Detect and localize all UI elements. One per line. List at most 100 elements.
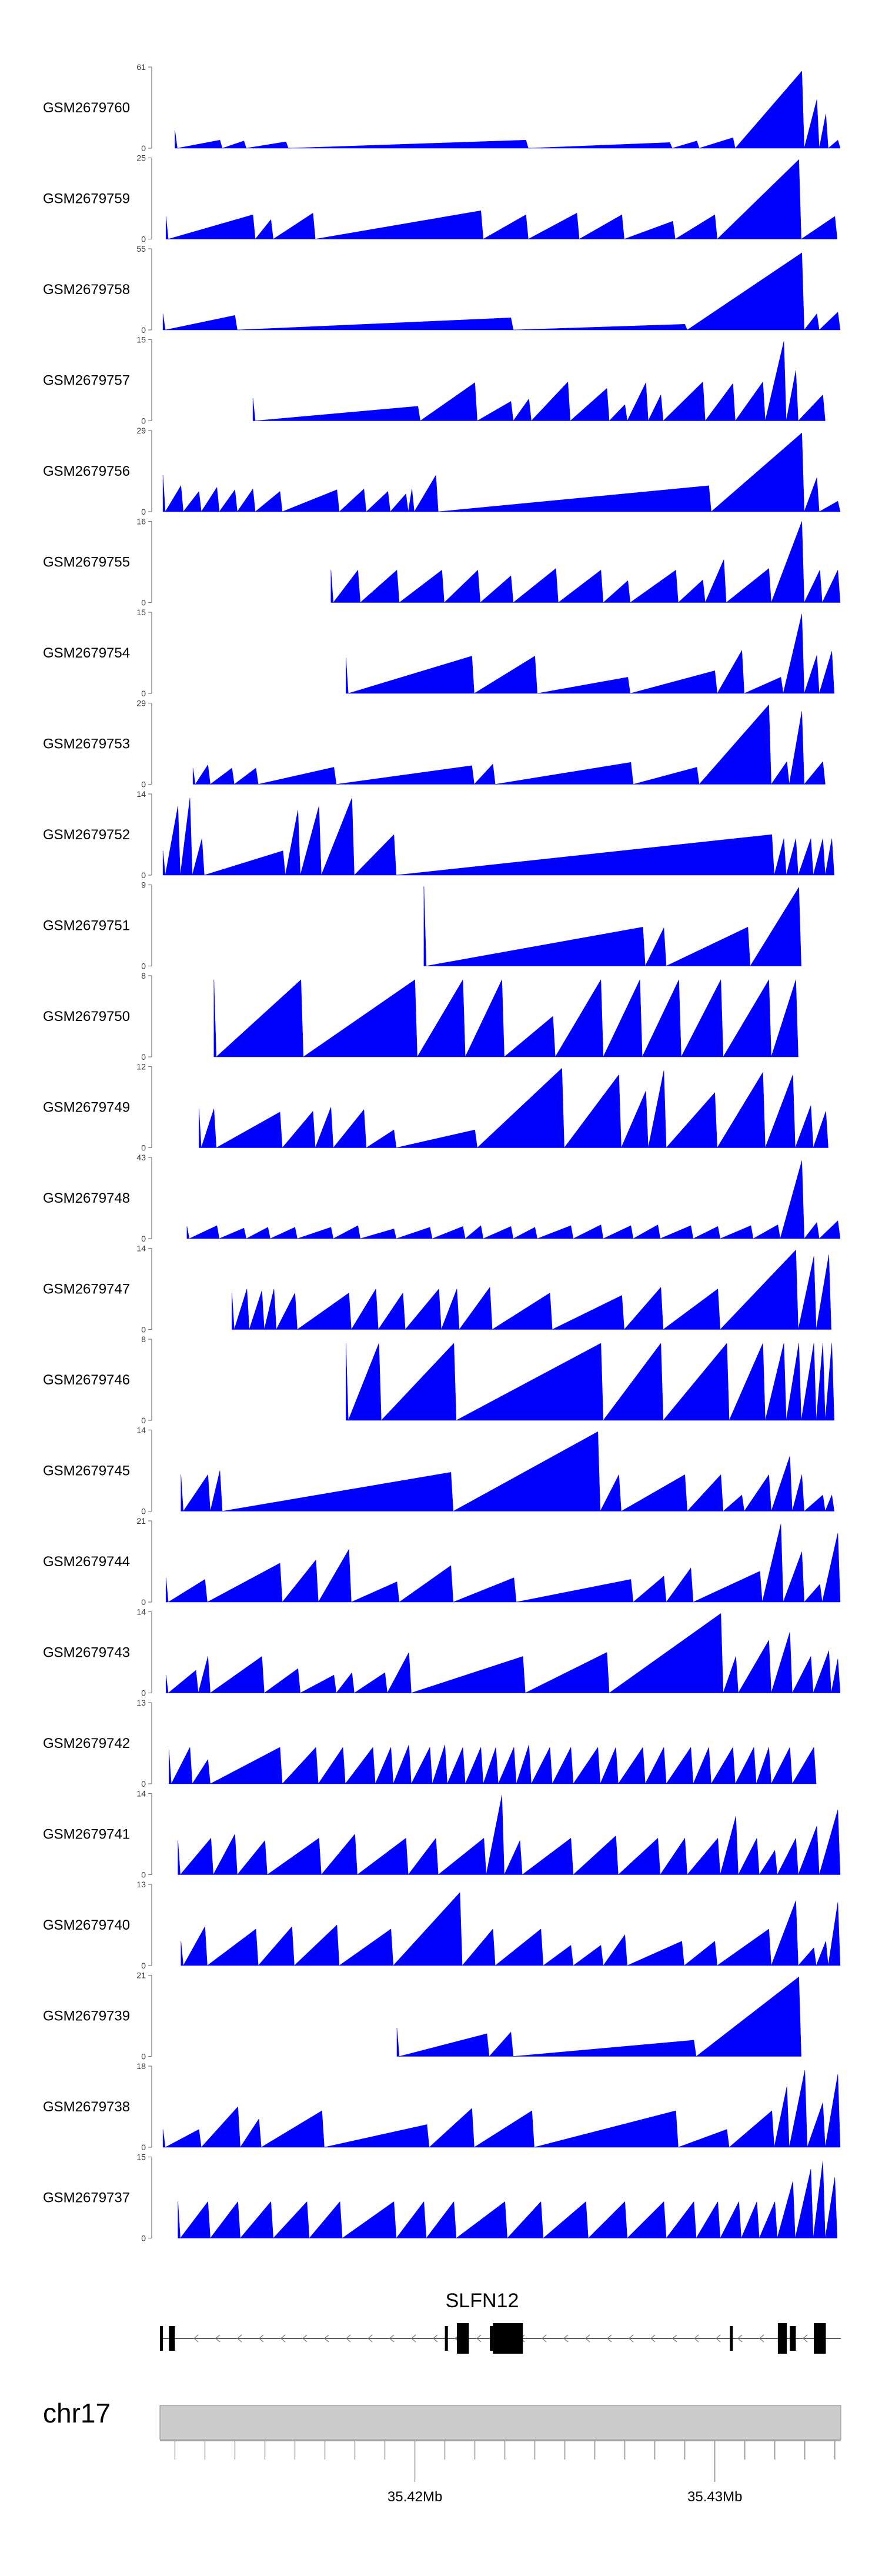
track-GSM2679748: GSM2679748 43 0 [43, 1153, 841, 1243]
track-GSM2679753: GSM2679753 29 0 [43, 699, 826, 789]
coverage-area [169, 1744, 817, 1784]
strand-arrow [563, 2334, 569, 2343]
y-axis-max-label: 18 [136, 2061, 146, 2071]
coverage-area [181, 1892, 841, 1966]
strand-arrow [280, 2334, 286, 2343]
track-label: GSM2679746 [43, 1372, 130, 1388]
coverage-area [346, 1343, 834, 1421]
y-axis-min-label: 0 [141, 1507, 146, 1516]
gene-label: SLFN12 [446, 2290, 519, 2312]
strand-arrow [389, 2334, 395, 2343]
y-axis-min-label: 0 [141, 2052, 146, 2061]
track-label: GSM2679745 [43, 1463, 130, 1479]
coverage-area [181, 1431, 834, 1512]
track-GSM2679755: GSM2679755 16 0 [43, 517, 841, 608]
chromosome-label: chr17 [43, 2398, 111, 2428]
strand-arrow [672, 2334, 677, 2343]
y-axis-max-label: 16 [136, 517, 146, 526]
exon [457, 2323, 469, 2354]
track-label: GSM2679754 [43, 645, 130, 661]
track-GSM2679749: GSM2679749 12 0 [43, 1062, 828, 1153]
strand-arrow [694, 2334, 699, 2343]
track-GSM2679745: GSM2679745 14 0 [43, 1426, 834, 1516]
strand-arrow [411, 2334, 416, 2343]
y-axis-min-label: 0 [141, 1143, 146, 1153]
exon [814, 2323, 826, 2354]
track-GSM2679747: GSM2679747 14 0 [43, 1244, 831, 1334]
y-axis-max-label: 12 [136, 1062, 146, 1072]
y-axis-max-label: 14 [136, 1244, 146, 1253]
y-axis-max-label: 13 [136, 1880, 146, 1889]
y-axis-max-label: 14 [136, 1789, 146, 1798]
exon [490, 2326, 493, 2351]
coverage-area [162, 2070, 841, 2148]
y-axis-min-label: 0 [141, 870, 146, 880]
y-axis-min-label: 0 [141, 235, 146, 244]
coverage-area [175, 71, 841, 149]
x-axis-tick-label: 35.42Mb [387, 2489, 442, 2505]
track-GSM2679742: GSM2679742 13 0 [43, 1698, 817, 1788]
track-label: GSM2679740 [43, 1917, 130, 1933]
track-label: GSM2679747 [43, 1282, 130, 1297]
y-axis-max-label: 15 [136, 608, 146, 617]
strand-arrow [803, 2334, 808, 2343]
track-GSM2679752: GSM2679752 14 0 [43, 789, 834, 880]
exon [493, 2323, 523, 2354]
strand-arrow [716, 2334, 721, 2343]
track-label: GSM2679749 [43, 1100, 130, 1116]
coverage-area [165, 1613, 841, 1694]
track-GSM2679760: GSM2679760 61 0 [43, 62, 841, 153]
track-GSM2679758: GSM2679758 55 0 [43, 244, 841, 335]
track-label: GSM2679752 [43, 827, 130, 843]
y-axis-min-label: 0 [141, 1870, 146, 1880]
track-label: GSM2679741 [43, 1827, 130, 1843]
coverage-area [232, 1249, 831, 1330]
coverage-area [423, 886, 801, 967]
y-axis-min-label: 0 [141, 962, 146, 971]
coverage-area [178, 2161, 838, 2239]
track-label: GSM2679757 [43, 373, 130, 389]
track-GSM2679751: GSM2679751 9 0 [43, 880, 801, 971]
coverage-area [213, 979, 799, 1057]
exon [160, 2326, 163, 2351]
track-GSM2679737: GSM2679737 15 0 [43, 2153, 838, 2243]
y-axis-min-label: 0 [141, 507, 146, 516]
strand-arrow [542, 2334, 547, 2343]
y-axis-min-label: 0 [141, 1052, 146, 1062]
track-label: GSM2679744 [43, 1554, 130, 1570]
track-GSM2679757: GSM2679757 15 0 [43, 335, 826, 426]
coverage-area [165, 159, 838, 240]
chromosome-axis: chr17 35.42Mb 35.43Mb [43, 2398, 841, 2505]
y-axis-min-label: 0 [141, 2234, 146, 2243]
y-axis-max-label: 21 [136, 1516, 146, 1526]
strand-arrow [607, 2334, 612, 2343]
track-GSM2679741: GSM2679741 14 0 [43, 1789, 841, 1880]
track-label: GSM2679743 [43, 1645, 130, 1661]
track-GSM2679754: GSM2679754 15 0 [43, 608, 834, 698]
y-axis-max-label: 43 [136, 1153, 146, 1162]
strand-arrow [215, 2334, 220, 2343]
y-axis-min-label: 0 [141, 1597, 146, 1607]
coverage-area [162, 252, 841, 331]
track-GSM2679746: GSM2679746 8 0 [43, 1334, 834, 1425]
y-axis-max-label: 61 [136, 62, 146, 72]
strand-arrow [346, 2334, 351, 2343]
y-axis-min-label: 0 [141, 1416, 146, 1425]
strand-arrow [585, 2334, 590, 2343]
coverage-area [252, 341, 826, 422]
y-axis-max-label: 14 [136, 789, 146, 799]
y-axis-max-label: 29 [136, 699, 146, 708]
y-axis-max-label: 9 [141, 880, 146, 890]
track-GSM2679740: GSM2679740 13 0 [43, 1880, 841, 1970]
track-label: GSM2679760 [43, 100, 130, 116]
y-axis-max-label: 15 [136, 2153, 146, 2162]
exon [730, 2326, 733, 2351]
chromosome-bar [159, 2405, 841, 2440]
strand-arrow [737, 2334, 743, 2343]
strand-arrow [650, 2334, 656, 2343]
exon [445, 2326, 448, 2351]
coverage-area [396, 1976, 801, 2057]
gene-model: SLFN12 [160, 2290, 841, 2354]
exon [169, 2326, 175, 2351]
